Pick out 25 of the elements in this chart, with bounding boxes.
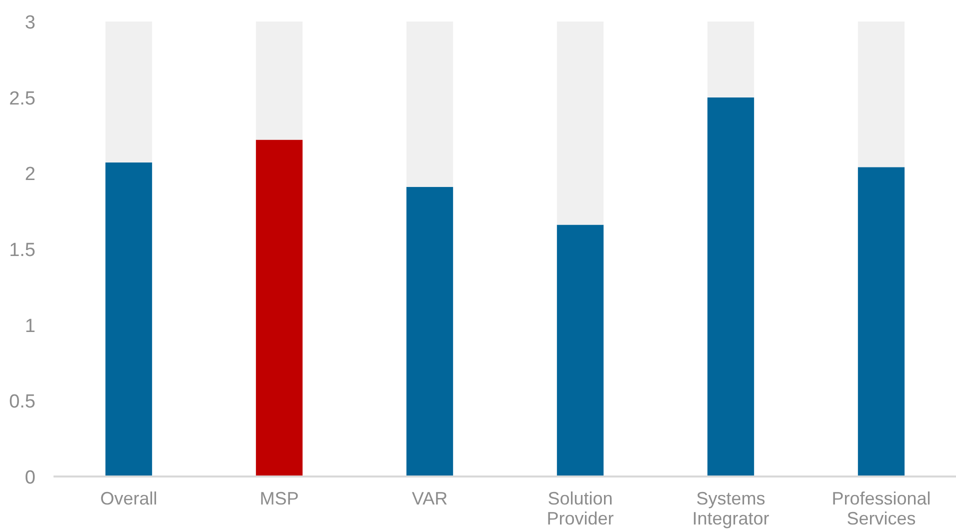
bar (556, 22, 604, 225)
y-tick-label: 2.5 (9, 88, 36, 110)
x-tick-label: Solution Provider (546, 488, 614, 528)
y-tick-label: 0.5 (9, 392, 36, 413)
y-tick-label: 3 (24, 12, 36, 34)
bar (707, 97, 754, 476)
x-tick-label: Overall (100, 488, 158, 508)
bar (406, 186, 454, 476)
bar (105, 22, 152, 163)
x-tick-label: VAR (412, 488, 448, 508)
x-tick-label: MSP (260, 488, 299, 508)
x-tick-label: Professional Services (832, 488, 931, 528)
y-tick-label: 2 (24, 164, 36, 186)
bar (858, 167, 905, 476)
bar (256, 22, 303, 140)
bar (105, 162, 152, 476)
bar (707, 22, 754, 98)
bar (858, 22, 905, 168)
y-tick-label: 1 (24, 316, 36, 337)
bar (406, 22, 454, 187)
y-tick-label: 0 (24, 468, 36, 488)
x-tick-label: Systems Integrator (692, 488, 770, 528)
y-tick-label: 1.5 (9, 240, 36, 261)
bar (256, 140, 303, 476)
bar (556, 224, 604, 476)
